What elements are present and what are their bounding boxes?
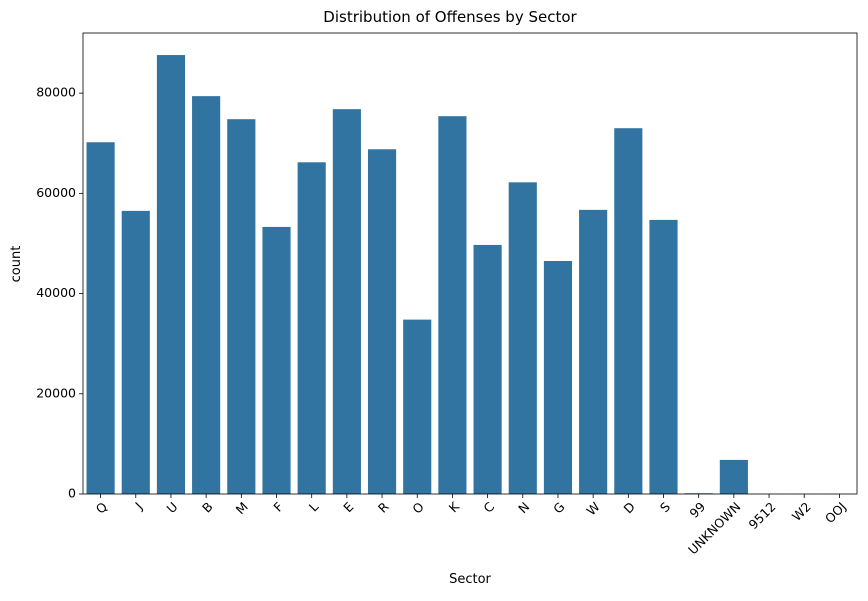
x-tick-label: U [163,499,180,516]
x-tick-label: L [306,499,322,515]
x-tick-label: S [657,499,673,515]
bar-m [227,119,255,494]
x-tick-label: E [340,499,356,515]
bar-c [474,245,502,494]
bar-s [649,220,677,494]
x-tick-label: G [550,499,567,516]
x-tick-label: OOJ [822,499,849,526]
x-tick-label: 9512 [746,499,779,532]
x-tick-label: D [620,499,637,516]
bar-f [262,227,290,494]
bar-unknown [720,460,748,494]
bar-r [368,149,396,494]
bar-u [157,55,185,494]
bar-g [544,261,572,494]
x-tick-label: Q [93,499,111,517]
x-tick-label: J [131,499,145,513]
y-tick-label: 80000 [36,85,76,100]
y-tick-label: 0 [68,486,76,501]
bars-group [87,55,854,494]
x-tick-label: B [199,499,216,516]
x-tick-label: C [480,499,497,516]
bar-j [122,211,150,494]
x-axis-label: Sector [449,572,491,587]
y-axis: 0 20000 40000 60000 80000 [36,85,83,501]
chart-title: Distribution of Offenses by Sector [323,8,577,26]
bar-k [438,116,466,494]
bar-b [192,96,220,494]
x-tick-label: N [515,499,532,516]
y-tick-label: 20000 [36,385,76,400]
bar-e [333,109,361,494]
bar-l [298,162,326,494]
y-axis-label: count [9,246,24,283]
bar-n [509,182,537,494]
x-tick-label: K [446,498,463,515]
bar-w [579,210,607,494]
bar-d [614,128,642,494]
y-tick-label: 60000 [36,185,76,200]
y-tick-label: 40000 [36,285,76,300]
x-tick-label: F [270,499,286,515]
x-tick-label: M [233,499,251,517]
x-tick-label: O [409,499,427,517]
x-tick-label: W [583,499,602,518]
bar-o [403,320,431,494]
bar-q [87,142,115,494]
x-tick-label: R [375,499,392,516]
x-tick-label: W2 [789,499,814,524]
x-tick-label: 99 [686,499,708,521]
